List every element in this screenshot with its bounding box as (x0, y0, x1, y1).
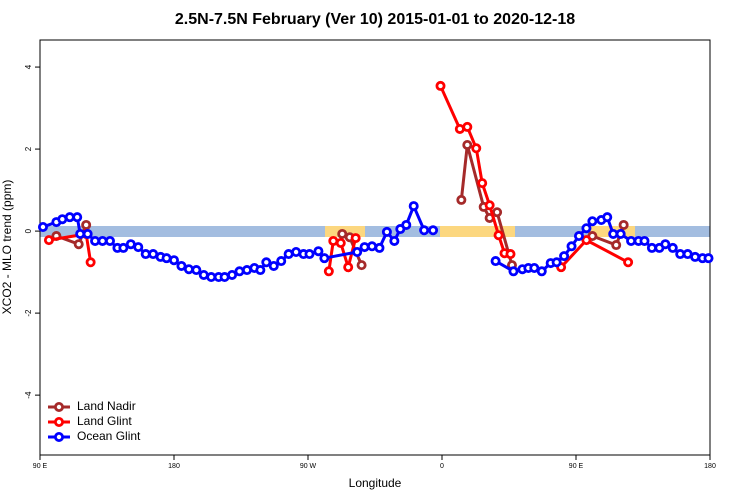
data-point (660, 239, 671, 250)
data-point (462, 139, 473, 150)
x-tick-label: 180 (168, 463, 180, 470)
data-point (428, 225, 439, 236)
data-point (602, 212, 613, 223)
data-point (615, 228, 626, 239)
data-point (304, 249, 315, 260)
x-tick-label: 90 E (33, 463, 48, 470)
data-point (367, 241, 378, 252)
data-point (492, 207, 503, 218)
data-point (81, 219, 92, 230)
data-point (73, 239, 84, 250)
data-point (703, 253, 714, 264)
data-point (389, 235, 400, 246)
data-point (529, 263, 540, 274)
legend-marker (54, 416, 65, 427)
data-point (490, 256, 501, 267)
data-point (559, 251, 570, 262)
data-point (456, 194, 467, 205)
data-point (343, 262, 354, 273)
data-point (401, 219, 412, 230)
data-point (639, 235, 650, 246)
data-point (323, 266, 334, 277)
y-tick-label: 0 (24, 228, 33, 233)
data-point (133, 242, 144, 253)
data-point (350, 233, 361, 244)
data-point (43, 235, 54, 246)
data-point (419, 225, 430, 236)
data-point (381, 226, 392, 237)
legend-label: Land Nadir (77, 399, 136, 413)
y-axis-label: XCO2 - MLO trend (ppm) (0, 180, 14, 315)
data-point (573, 231, 584, 242)
data-point (477, 178, 488, 189)
data-point (435, 80, 446, 91)
data-point (623, 257, 634, 268)
y-tick-label: -2 (24, 309, 33, 317)
chart-title: 2.5N-7.5N February (Ver 10) 2015-01-01 t… (175, 11, 575, 28)
data-point (313, 246, 324, 257)
ocean-band (40, 226, 710, 237)
data-point (227, 269, 238, 280)
data-point (276, 256, 287, 267)
data-point (268, 260, 279, 271)
x-axis-label: Longitude (349, 476, 402, 490)
y-tick-label: 4 (24, 64, 33, 69)
data-point (335, 237, 346, 248)
data-point (255, 265, 266, 276)
data-point (234, 266, 245, 277)
data-point (72, 212, 83, 223)
data-point (611, 240, 622, 251)
data-point (176, 260, 187, 271)
legend-label: Land Glint (77, 414, 132, 428)
data-point (168, 255, 179, 266)
data-point (505, 249, 516, 260)
x-tick-label: 0 (440, 463, 444, 470)
data-point (374, 242, 385, 253)
plot-frame (39, 39, 711, 456)
x-tick-label: 90 W (300, 463, 317, 470)
data-point (356, 260, 367, 271)
x-tick-label: 90 E (569, 463, 584, 470)
data-point (408, 201, 419, 212)
data-point (462, 121, 473, 132)
legend-label: Ocean Glint (77, 429, 141, 443)
y-tick-label: -4 (24, 391, 33, 399)
legend-marker (54, 431, 65, 442)
data-point (37, 221, 48, 232)
land-band (440, 226, 515, 237)
data-point (581, 235, 592, 246)
data-point (191, 265, 202, 276)
data-point (118, 242, 129, 253)
data-point (337, 228, 348, 239)
data-point (551, 257, 562, 268)
data-point (319, 253, 330, 264)
y-tick-label: 2 (24, 146, 33, 151)
data-point (587, 216, 598, 227)
data-point (82, 228, 93, 239)
data-point (484, 200, 495, 211)
data-point (85, 257, 96, 268)
data-point (618, 219, 629, 230)
data-point (690, 251, 701, 262)
x-tick-label: 180 (704, 463, 716, 470)
data-point (566, 241, 577, 252)
legend-marker (54, 401, 65, 412)
data-point (581, 223, 592, 234)
data-point (493, 230, 504, 241)
data-point (104, 235, 115, 246)
data-point (352, 247, 363, 258)
data-point (667, 242, 678, 253)
data-point (536, 266, 547, 277)
data-point (508, 266, 519, 277)
data-point (471, 143, 482, 154)
data-point (261, 257, 272, 268)
